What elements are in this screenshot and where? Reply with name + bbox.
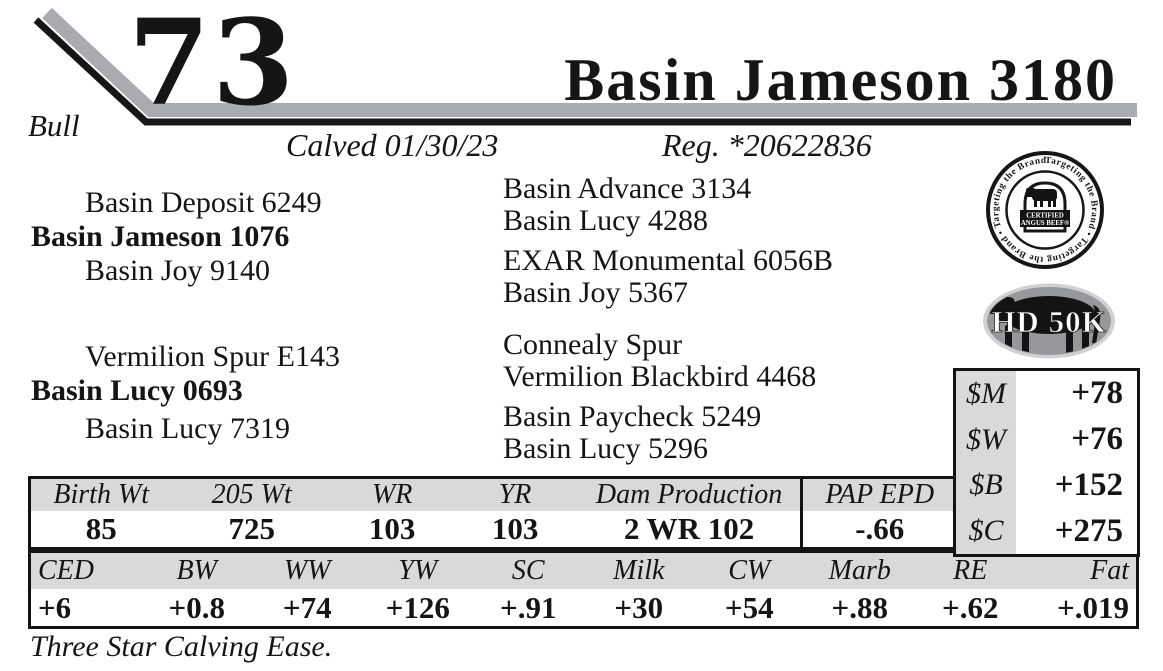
cab-cow-silhouette-icon [1026, 188, 1057, 207]
header-bar-decoration [33, 7, 1137, 126]
cab-center-text-line1: CERTIFIED [1026, 213, 1064, 220]
dollar-value: +152 [1054, 466, 1123, 503]
epd-header: RE [953, 555, 988, 586]
dam-name: Basin Lucy 0693 [31, 374, 243, 407]
epd-value: +30 [614, 589, 664, 625]
cab-center-text-line2: ANGUS BEEF® [1021, 220, 1069, 227]
epd-value: +54 [724, 589, 774, 625]
perf-header: Dam Production [595, 479, 783, 510]
epd-header: Milk [613, 555, 665, 586]
hd50k-bull-silhouette-icon [988, 296, 1101, 354]
sex-label: Bull [28, 108, 80, 143]
dam-grandsire: Vermilion Spur E143 [85, 340, 340, 373]
hd50k-logo-icon: HD 50K [983, 283, 1115, 359]
calved-date: Calved 01/30/23 [286, 127, 499, 163]
dollar-label: $C [956, 508, 1016, 554]
ancestor-line: Basin Advance 3134 [503, 172, 752, 205]
sire-granddam: Basin Joy 9140 [85, 254, 271, 287]
registration-number: Reg. *20622836 [662, 127, 872, 163]
epd-value: +.91 [500, 589, 557, 625]
dollar-label: $W [956, 416, 1016, 463]
perf-value: 103 [368, 511, 416, 546]
epd-header: YW [398, 555, 438, 586]
sire-name: Basin Jameson 1076 [31, 220, 290, 253]
perf-value: -.66 [800, 511, 956, 547]
perf-header: Birth Wt [53, 479, 150, 510]
sire-grandsire: Basin Deposit 6249 [85, 186, 322, 219]
perf-header: WR [371, 479, 413, 510]
epd-value: +0.8 [168, 589, 225, 625]
lot-number: 73 [128, 0, 297, 132]
perf-value: 725 [228, 511, 275, 546]
animal-name-title: Basin Jameson 3180 [564, 47, 1117, 113]
perf-header: YR [498, 479, 532, 510]
ancestor-line: Vermilion Blackbird 4468 [503, 360, 817, 393]
epd-value: +.019 [1057, 589, 1129, 625]
ancestor-line: Basin Paycheck 5249 [503, 400, 762, 433]
ancestor-line: Basin Lucy 5296 [503, 432, 708, 465]
epd-table: CED BW WW YW SC Milk CW Marb RE Fat +6 +… [28, 550, 1139, 629]
epd-header: SC [511, 555, 545, 586]
epd-header: CW [728, 555, 771, 586]
ancestor-line: Basin Lucy 4288 [503, 204, 708, 237]
epd-value: +6 [38, 589, 72, 625]
epd-value: +.62 [942, 589, 999, 625]
dollar-value-box: $M +78 $W +76 $B +152 $C +275 [953, 368, 1140, 557]
hd50k-label: HD 50K [991, 304, 1106, 339]
certified-angus-beef-logo-icon: Targeting the Brand • Targeting the Bran… [986, 151, 1104, 269]
epd-value: +.88 [831, 589, 888, 625]
perf-header: PAP EPD [800, 479, 956, 511]
performance-table: Birth Wt 205 Wt WR YR Dam Production PAP… [28, 476, 959, 550]
dollar-value: +275 [1054, 512, 1123, 549]
perf-header: 205 Wt [211, 479, 292, 510]
ancestor-line: Connealy Spur [503, 328, 683, 361]
epd-header: WW [283, 555, 331, 586]
dollar-value: +78 [1071, 375, 1123, 412]
epd-header: Fat [1090, 555, 1129, 586]
dollar-label: $B [956, 462, 1016, 509]
dollar-value: +76 [1071, 421, 1123, 458]
epd-value: +74 [282, 589, 332, 625]
perf-value: 85 [85, 511, 117, 546]
ancestor-line: EXAR Monumental 6056B [503, 244, 833, 277]
perf-value: 2 WR 102 [623, 511, 755, 546]
perf-value: 103 [491, 511, 539, 546]
epd-header: CED [38, 555, 94, 586]
epd-header: Marb [828, 555, 891, 586]
dam-granddam: Basin Lucy 7319 [85, 412, 290, 445]
footnote: Three Star Calving Ease. [30, 630, 333, 663]
epd-value: +126 [385, 589, 450, 625]
epd-header: BW [176, 555, 217, 586]
ancestor-line: Basin Joy 5367 [503, 276, 689, 309]
dollar-label: $M [956, 371, 1016, 417]
